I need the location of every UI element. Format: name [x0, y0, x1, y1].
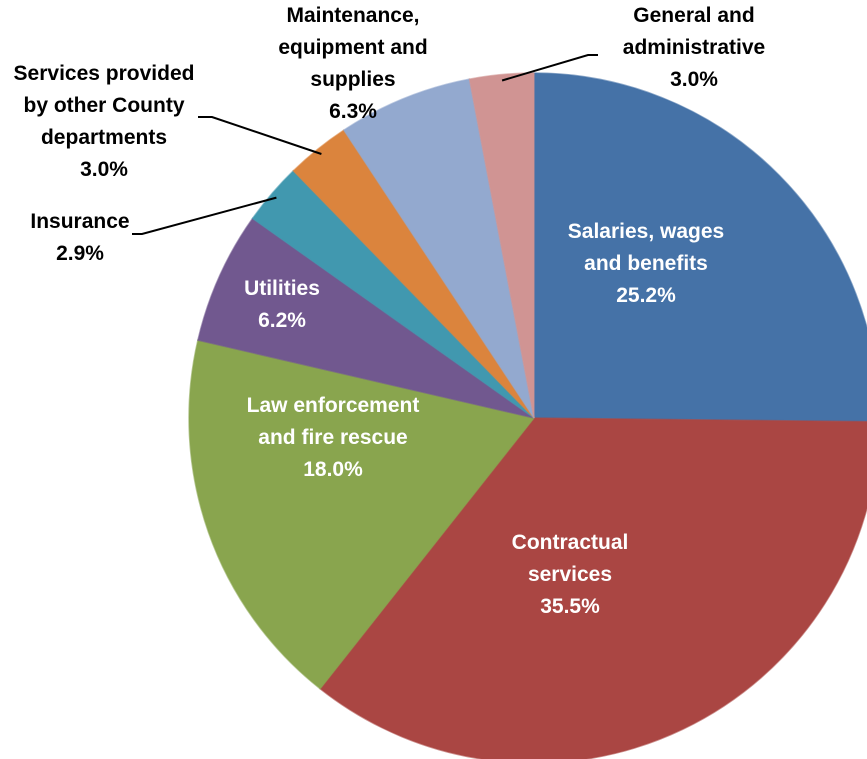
slice-name-label: Salaries, wages	[568, 220, 724, 243]
slice-percent-label: 6.2%	[258, 309, 306, 332]
leader-line	[501, 54, 598, 82]
slice-percent-label: 18.0%	[303, 458, 363, 481]
leader-line	[132, 196, 277, 235]
slice-name-label: Contractual	[512, 531, 629, 554]
slice-name-label: equipment and	[278, 36, 427, 59]
slice-name-label: departments	[41, 126, 167, 149]
slice-percent-label: 3.0%	[670, 68, 718, 91]
leader-line	[198, 116, 322, 155]
slice-labels: Salaries, wages and benefits 25.2% Contract…	[14, 4, 766, 618]
slice-label: Insurance 2.9%	[30, 210, 129, 265]
pie-slice	[188, 339, 536, 690]
slice-name-label: Maintenance,	[286, 4, 419, 27]
slice-name-label: Utilities	[244, 277, 320, 300]
slice-name-label: Law enforcement	[247, 394, 420, 417]
slice-name-label: supplies	[310, 68, 395, 91]
slice-label: General and administrative 3.0%	[623, 4, 765, 91]
pie-slice	[342, 78, 535, 419]
pie-slices	[188, 72, 867, 759]
slice-name-label: administrative	[623, 36, 765, 59]
pie-slice	[468, 72, 535, 419]
slice-label: Services provided by other County departme…	[14, 62, 195, 181]
slice-percent-label: 3.0%	[80, 158, 128, 181]
slice-name-label: and fire rescue	[258, 426, 407, 449]
slice-name-label: and benefits	[584, 252, 708, 275]
slice-label: Maintenance, equipment and supplies 6.3%	[278, 4, 427, 123]
pie-slice	[196, 217, 535, 419]
slice-label: Salaries, wages and benefits 25.2%	[568, 220, 724, 307]
slice-name-label: Services provided	[14, 62, 195, 85]
slice-percent-label: 35.5%	[540, 595, 600, 618]
slice-percent-label: 2.9%	[56, 242, 104, 265]
slice-label: Law enforcement and fire rescue 18.0%	[247, 394, 420, 481]
pie-slice	[533, 72, 867, 423]
slice-name-label: General and	[633, 4, 754, 27]
pie-slice	[319, 417, 867, 759]
slice-percent-label: 25.2%	[616, 284, 676, 307]
slice-name-label: services	[528, 563, 612, 586]
slice-label: Utilities 6.2%	[244, 277, 320, 332]
slice-name-label: by other County	[24, 94, 185, 117]
slice-name-label: Insurance	[30, 210, 129, 233]
leader-lines	[132, 54, 598, 235]
slice-label: Contractual services 35.5%	[512, 531, 629, 618]
slice-percent-label: 6.3%	[329, 100, 377, 123]
